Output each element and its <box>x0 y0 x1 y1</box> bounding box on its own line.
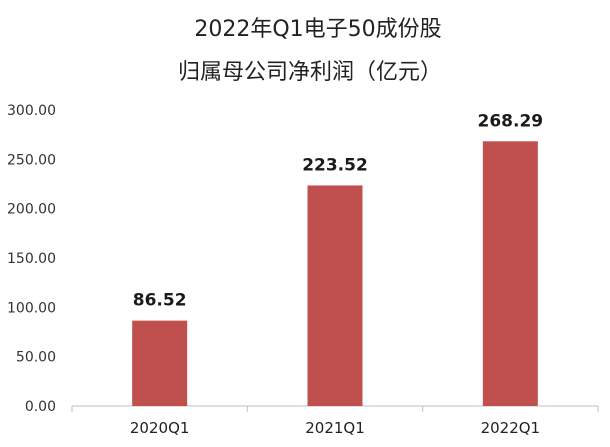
y-axis: 0.00 50.00 100.00 150.00 200.00 250.00 300.00 <box>7 103 56 415</box>
chart-title-line2: 归属母公司净利润（亿元） <box>178 60 442 85</box>
data-label: 223.52 <box>302 155 368 175</box>
bar <box>307 185 363 406</box>
x-tick-label: 2020Q1 <box>130 419 190 437</box>
x-axis: 2020Q1 2021Q1 2022Q1 <box>71 405 599 437</box>
y-tick-label: 200.00 <box>7 202 56 218</box>
x-tick-label: 2022Q1 <box>481 419 541 437</box>
y-tick-label: 0.00 <box>25 399 56 415</box>
y-tick-label: 100.00 <box>7 300 56 316</box>
bars-group <box>132 141 538 406</box>
y-tick-label: 250.00 <box>7 152 56 168</box>
y-tick-label: 50.00 <box>16 350 56 366</box>
data-label: 86.52 <box>133 291 187 311</box>
y-tick-label: 150.00 <box>7 251 56 267</box>
y-tick-label: 300.00 <box>7 103 56 119</box>
chart-title-line1: 2022年Q1电子50成份股 <box>194 17 441 42</box>
bar <box>132 320 188 406</box>
data-labels-group: 86.52 223.52 268.29 <box>133 111 543 310</box>
data-label: 268.29 <box>478 111 544 131</box>
bar <box>482 141 538 406</box>
x-tick-label: 2021Q1 <box>305 419 365 437</box>
